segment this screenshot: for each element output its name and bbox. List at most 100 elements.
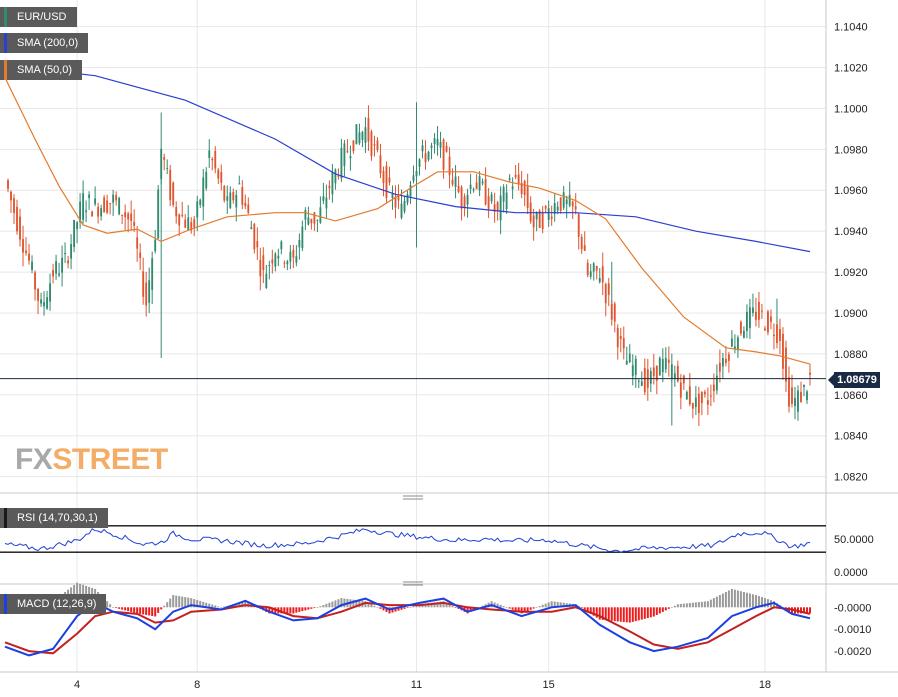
macd-histogram-bar <box>283 607 286 614</box>
macd-histogram-bar <box>208 603 211 608</box>
legend-sma200[interactable]: SMA (200,0) <box>0 33 89 53</box>
macd-histogram-bar <box>268 607 271 614</box>
candle-body <box>52 270 54 277</box>
candle-body <box>676 365 679 382</box>
macd-histogram-bar <box>172 595 175 608</box>
macd-histogram-bar <box>706 601 709 608</box>
macd-histogram-bar <box>580 607 583 609</box>
macd-histogram-bar <box>202 601 205 608</box>
candle-body <box>403 200 406 212</box>
candle-body <box>361 132 364 141</box>
macd-histogram-bar <box>181 596 184 608</box>
candle-body <box>292 249 295 258</box>
macd-signal-line <box>4 601 811 655</box>
candle-body <box>803 384 805 388</box>
candle-body <box>241 187 244 205</box>
candle-body <box>268 265 271 267</box>
macd-histogram-bar <box>295 607 298 613</box>
candle-body <box>211 158 214 161</box>
macd-histogram-bar <box>409 607 412 608</box>
macd-histogram-bar <box>310 607 313 609</box>
candle-body <box>265 273 268 288</box>
candle-body <box>391 193 394 199</box>
macd-histogram-bar <box>520 607 523 614</box>
candle-body <box>304 210 307 220</box>
macd-histogram-bar <box>523 607 526 613</box>
candle-body <box>367 117 370 142</box>
macd-histogram-bar <box>718 595 721 608</box>
candle-body <box>337 175 340 177</box>
macd-histogram-bar <box>766 599 769 608</box>
candle-body <box>58 273 60 276</box>
macd-histogram-bar <box>625 607 628 623</box>
candle-body <box>463 196 466 208</box>
macd-histogram-bar <box>151 607 154 616</box>
candle-body <box>436 139 439 146</box>
candle-body <box>307 217 310 225</box>
legend-sma50[interactable]: SMA (50,0) <box>0 60 83 80</box>
candle-body <box>736 337 739 351</box>
macd-histogram-bar <box>809 607 811 614</box>
candle-body <box>655 365 658 381</box>
macd-histogram-bar <box>496 603 499 608</box>
macd-histogram-bar <box>694 602 697 608</box>
candle-body <box>208 150 211 158</box>
candle-body <box>658 357 661 376</box>
macd-histogram-bar <box>661 607 664 612</box>
candle-body <box>193 219 196 228</box>
macd-histogram-bar <box>805 607 808 614</box>
macd-histogram-bar <box>370 604 373 608</box>
candle-body <box>589 271 592 277</box>
candle-body <box>28 253 30 261</box>
macd-histogram-bar <box>142 607 145 615</box>
candle-body <box>253 224 256 250</box>
macd-histogram-bar <box>112 607 115 608</box>
macd-histogram-bar <box>601 607 604 620</box>
candle-body <box>700 391 703 403</box>
candle-body <box>55 261 57 274</box>
macd-histogram-bar <box>598 607 601 620</box>
macd-histogram-bar <box>439 601 442 608</box>
candle-body <box>175 206 178 217</box>
macd-histogram-bar <box>499 604 502 608</box>
x-tick-label: 11 <box>411 679 422 691</box>
macd-histogram-bar <box>505 607 508 608</box>
macd-histogram-bar <box>196 599 199 608</box>
macd-histogram-bar <box>106 601 109 608</box>
legend-macd[interactable]: MACD (12,26,9) <box>0 594 107 614</box>
legend-sma200-label: SMA (200,0) <box>17 37 79 49</box>
candle-body <box>43 302 45 307</box>
candle-body <box>316 219 319 221</box>
macd-histogram-bar <box>448 604 451 608</box>
macd-histogram-bar <box>220 607 223 608</box>
macd-histogram-bar <box>754 595 757 608</box>
candle-body <box>397 194 400 201</box>
candle-body <box>421 145 424 152</box>
legend-eurusd[interactable]: EUR/USD <box>0 7 77 27</box>
macd-histogram-bar <box>649 607 652 618</box>
x-tick-label: 8 <box>194 679 200 691</box>
macd-histogram-bar <box>559 602 562 608</box>
candle-body <box>157 189 160 239</box>
macd-histogram-bar <box>688 603 691 608</box>
candle-body <box>352 140 355 152</box>
macd-histogram-bar <box>115 607 118 609</box>
candle-body <box>628 353 631 363</box>
candle-body <box>40 299 42 304</box>
candle-body <box>142 271 145 297</box>
price-axis-label: 1.0880 <box>834 349 868 361</box>
candle-body <box>259 259 262 277</box>
macd-histogram-bar <box>307 607 310 610</box>
rsi-axis-label: 50.0000 <box>834 534 874 546</box>
macd-histogram-bar <box>205 602 208 608</box>
legend-rsi[interactable]: RSI (14,70,30,1) <box>0 508 108 528</box>
candle-body <box>205 171 208 189</box>
candle-body <box>334 169 337 184</box>
candle-body <box>601 266 604 283</box>
candle-body <box>325 197 328 209</box>
macd-histogram-bar <box>493 602 496 608</box>
candle-body <box>418 159 421 167</box>
macd-histogram-bar <box>148 607 151 616</box>
macd-histogram-bar <box>586 607 589 612</box>
candle-body <box>349 156 352 159</box>
